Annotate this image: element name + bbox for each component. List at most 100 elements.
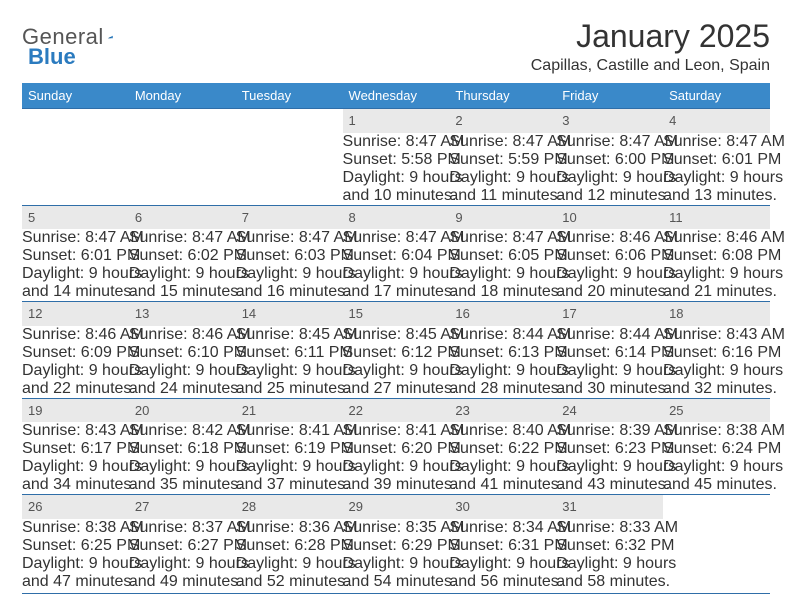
day-cell: Sunrise: 8:46 AMSunset: 6:08 PMDaylight:… bbox=[663, 229, 770, 302]
daylight-line2: and 39 minutes. bbox=[343, 476, 450, 494]
day-cell: Sunrise: 8:36 AMSunset: 6:28 PMDaylight:… bbox=[236, 519, 343, 591]
daylight-line2: and 25 minutes. bbox=[236, 380, 343, 398]
daylight-line2: and 30 minutes. bbox=[556, 380, 663, 398]
sunset-line: Sunset: 6:06 PM bbox=[556, 247, 663, 265]
daylight-line1: Daylight: 9 hours bbox=[663, 458, 770, 476]
sunrise-line: Sunrise: 8:43 AM bbox=[22, 422, 129, 440]
week-row: Sunrise: 8:47 AMSunset: 5:58 PMDaylight:… bbox=[22, 133, 770, 206]
daynum-cell bbox=[663, 495, 770, 519]
daylight-line1: Daylight: 9 hours bbox=[22, 265, 129, 283]
logo-sub: Blue bbox=[28, 44, 76, 70]
daynum-cell: 16 bbox=[449, 302, 556, 326]
week-row: Sunrise: 8:47 AMSunset: 6:01 PMDaylight:… bbox=[22, 229, 770, 302]
daylight-line2: and 41 minutes. bbox=[449, 476, 556, 494]
sunrise-line: Sunrise: 8:35 AM bbox=[343, 519, 450, 537]
daylight-line1: Daylight: 9 hours bbox=[343, 458, 450, 476]
sunrise-line: Sunrise: 8:39 AM bbox=[556, 422, 663, 440]
logo-text-2: Blue bbox=[28, 44, 76, 69]
daynum-cell: 15 bbox=[343, 302, 450, 326]
day-cell: Sunrise: 8:41 AMSunset: 6:19 PMDaylight:… bbox=[236, 422, 343, 495]
day-cell bbox=[22, 133, 129, 206]
daylight-line2: and 16 minutes. bbox=[236, 283, 343, 301]
sunset-line: Sunset: 6:00 PM bbox=[556, 151, 663, 169]
sunrise-line: Sunrise: 8:44 AM bbox=[449, 326, 556, 344]
daylight-line2: and 14 minutes. bbox=[22, 283, 129, 301]
day-cell: Sunrise: 8:33 AMSunset: 6:32 PMDaylight:… bbox=[556, 519, 663, 591]
daylight-line2: and 27 minutes. bbox=[343, 380, 450, 398]
daylight-line1: Daylight: 9 hours bbox=[449, 169, 556, 187]
sunset-line: Sunset: 6:02 PM bbox=[129, 247, 236, 265]
calendar-table: Sunday Monday Tuesday Wednesday Thursday… bbox=[22, 83, 770, 591]
month-title: January 2025 bbox=[531, 18, 770, 55]
sunrise-line: Sunrise: 8:42 AM bbox=[129, 422, 236, 440]
daynum-cell: 21 bbox=[236, 398, 343, 422]
daynum-cell: 26 bbox=[22, 495, 129, 519]
logo-triangle-icon bbox=[108, 28, 113, 46]
sunset-line: Sunset: 6:29 PM bbox=[343, 537, 450, 555]
sunset-line: Sunset: 6:14 PM bbox=[556, 344, 663, 362]
daynum-cell: 19 bbox=[22, 398, 129, 422]
daylight-line1: Daylight: 9 hours bbox=[236, 265, 343, 283]
daylight-line2: and 34 minutes. bbox=[22, 476, 129, 494]
daynum-cell: 9 bbox=[449, 205, 556, 229]
week-row: Sunrise: 8:46 AMSunset: 6:09 PMDaylight:… bbox=[22, 326, 770, 399]
sunrise-line: Sunrise: 8:47 AM bbox=[129, 229, 236, 247]
daylight-line2: and 17 minutes. bbox=[343, 283, 450, 301]
daylight-line1: Daylight: 9 hours bbox=[129, 265, 236, 283]
day-cell: Sunrise: 8:46 AMSunset: 6:06 PMDaylight:… bbox=[556, 229, 663, 302]
dayhead-sun: Sunday bbox=[22, 83, 129, 109]
sunset-line: Sunset: 6:10 PM bbox=[129, 344, 236, 362]
day-cell: Sunrise: 8:47 AMSunset: 6:01 PMDaylight:… bbox=[663, 133, 770, 206]
day-cell: Sunrise: 8:44 AMSunset: 6:13 PMDaylight:… bbox=[449, 326, 556, 399]
daylight-line1: Daylight: 9 hours bbox=[556, 458, 663, 476]
daynum-cell: 11 bbox=[663, 205, 770, 229]
sunset-line: Sunset: 6:16 PM bbox=[663, 344, 770, 362]
dayhead-thu: Thursday bbox=[449, 83, 556, 109]
daylight-line2: and 54 minutes. bbox=[343, 573, 450, 591]
sunrise-line: Sunrise: 8:36 AM bbox=[236, 519, 343, 537]
sunrise-line: Sunrise: 8:44 AM bbox=[556, 326, 663, 344]
sunrise-line: Sunrise: 8:46 AM bbox=[556, 229, 663, 247]
day-cell: Sunrise: 8:47 AMSunset: 6:03 PMDaylight:… bbox=[236, 229, 343, 302]
daylight-line2: and 37 minutes. bbox=[236, 476, 343, 494]
daylight-line1: Daylight: 9 hours bbox=[663, 362, 770, 380]
sunrise-line: Sunrise: 8:47 AM bbox=[343, 229, 450, 247]
sunrise-line: Sunrise: 8:41 AM bbox=[343, 422, 450, 440]
sunrise-line: Sunrise: 8:45 AM bbox=[236, 326, 343, 344]
daylight-line2: and 24 minutes. bbox=[129, 380, 236, 398]
daylight-line2: and 18 minutes. bbox=[449, 283, 556, 301]
daynum-cell bbox=[22, 109, 129, 133]
daylight-line1: Daylight: 9 hours bbox=[449, 555, 556, 573]
daynum-row: 567891011 bbox=[22, 205, 770, 229]
day-cell: Sunrise: 8:38 AMSunset: 6:24 PMDaylight:… bbox=[663, 422, 770, 495]
day-cell: Sunrise: 8:47 AMSunset: 5:58 PMDaylight:… bbox=[343, 133, 450, 206]
daynum-row: 12131415161718 bbox=[22, 302, 770, 326]
sunset-line: Sunset: 6:01 PM bbox=[22, 247, 129, 265]
day-cell: Sunrise: 8:47 AMSunset: 6:02 PMDaylight:… bbox=[129, 229, 236, 302]
sunset-line: Sunset: 6:25 PM bbox=[22, 537, 129, 555]
daylight-line1: Daylight: 9 hours bbox=[663, 265, 770, 283]
day-cell: Sunrise: 8:45 AMSunset: 6:12 PMDaylight:… bbox=[343, 326, 450, 399]
day-cell: Sunrise: 8:43 AMSunset: 6:16 PMDaylight:… bbox=[663, 326, 770, 399]
sunset-line: Sunset: 6:23 PM bbox=[556, 440, 663, 458]
daylight-line2: and 13 minutes. bbox=[663, 187, 770, 205]
sunrise-line: Sunrise: 8:34 AM bbox=[449, 519, 556, 537]
sunrise-line: Sunrise: 8:47 AM bbox=[22, 229, 129, 247]
daylight-line1: Daylight: 9 hours bbox=[236, 458, 343, 476]
day-cell: Sunrise: 8:47 AMSunset: 5:59 PMDaylight:… bbox=[449, 133, 556, 206]
day-cell: Sunrise: 8:43 AMSunset: 6:17 PMDaylight:… bbox=[22, 422, 129, 495]
sunset-line: Sunset: 6:18 PM bbox=[129, 440, 236, 458]
daynum-cell: 10 bbox=[556, 205, 663, 229]
dayhead-tue: Tuesday bbox=[236, 83, 343, 109]
daylight-line1: Daylight: 9 hours bbox=[556, 265, 663, 283]
sunset-line: Sunset: 6:19 PM bbox=[236, 440, 343, 458]
daylight-line2: and 12 minutes. bbox=[556, 187, 663, 205]
dayhead-fri: Friday bbox=[556, 83, 663, 109]
daynum-cell: 12 bbox=[22, 302, 129, 326]
sunset-line: Sunset: 6:09 PM bbox=[22, 344, 129, 362]
daylight-line1: Daylight: 9 hours bbox=[129, 555, 236, 573]
sunrise-line: Sunrise: 8:46 AM bbox=[663, 229, 770, 247]
dayhead-wed: Wednesday bbox=[343, 83, 450, 109]
daylight-line1: Daylight: 9 hours bbox=[22, 458, 129, 476]
location: Capillas, Castille and Leon, Spain bbox=[531, 57, 770, 75]
